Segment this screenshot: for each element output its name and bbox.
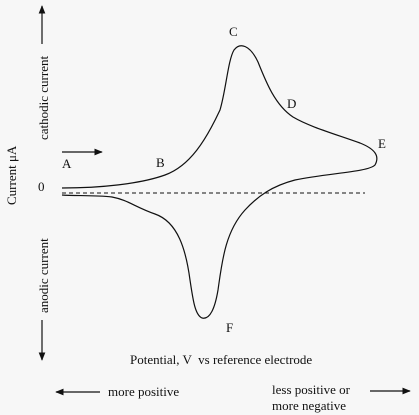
- less-positive-label: less positive or: [272, 382, 351, 397]
- anodic-label: anodic current: [36, 238, 51, 313]
- zero-label: 0: [38, 179, 45, 194]
- x-axis-label: Potential, V vs reference electrode: [130, 352, 312, 367]
- more-negative-label: more negative: [272, 398, 346, 413]
- point-label-e: E: [378, 136, 386, 151]
- point-label-f: F: [226, 320, 233, 335]
- point-label-a: A: [62, 156, 72, 171]
- point-label-b: B: [156, 155, 165, 170]
- y-axis-label: Current μA: [4, 145, 19, 205]
- point-label-c: C: [229, 24, 238, 39]
- point-label-d: D: [287, 96, 296, 111]
- cathodic-label: cathodic current: [36, 56, 51, 140]
- more-positive-label: more positive: [108, 384, 179, 399]
- voltammogram-curve: [61, 45, 378, 319]
